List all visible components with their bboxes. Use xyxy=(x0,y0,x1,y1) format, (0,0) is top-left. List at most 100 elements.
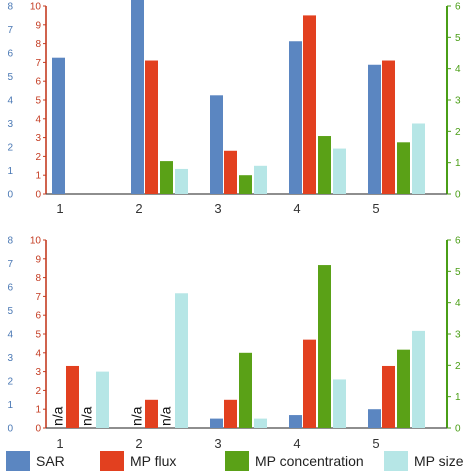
bar-mp-flux xyxy=(224,399,237,428)
sar-axis-tick-label: 4 xyxy=(7,330,13,341)
legend-swatch-mp-concentration xyxy=(225,451,249,471)
bar-mp-concentration xyxy=(160,161,173,194)
sar-axis-tick-label: 8 xyxy=(7,236,13,247)
sar-axis-tick-label: 2 xyxy=(7,143,13,154)
right-axis-tick-label: 1 xyxy=(455,392,461,403)
mp-flux-axis-tick-label: 9 xyxy=(35,254,41,265)
right-axis-tick-label: 3 xyxy=(455,330,461,341)
bar-mp-concentration xyxy=(397,349,410,428)
right-axis-tick-label: 6 xyxy=(455,236,461,247)
right-axis-tick-label: 4 xyxy=(455,64,461,75)
bar-mp-size xyxy=(412,123,425,194)
mp-flux-axis-tick-label: 3 xyxy=(35,133,41,144)
right-axis-tick-label: 0 xyxy=(455,424,461,435)
bar-mp-size xyxy=(333,148,346,194)
mp-flux-axis-tick-label: 2 xyxy=(35,152,41,163)
mp-flux-axis-tick-label: 3 xyxy=(35,367,41,378)
mp-flux-axis-tick-label: 10 xyxy=(30,236,42,247)
right-axis-tick-label: 1 xyxy=(455,158,461,169)
mp-flux-axis-tick-label: 9 xyxy=(35,20,41,31)
mp-flux-axis-tick-label: 4 xyxy=(35,114,41,125)
category-label: 3 xyxy=(214,436,221,451)
bar-mp-flux xyxy=(145,60,158,194)
legend-label-mp-size: MP size xyxy=(414,453,464,469)
mp-flux-axis-tick-label: 2 xyxy=(35,386,41,397)
bar-sar xyxy=(368,409,381,428)
sar-axis-tick-label: 1 xyxy=(7,400,13,411)
legend-label-mp-concentration: MP concentration xyxy=(255,453,364,469)
sar-axis-tick-label: 7 xyxy=(7,25,13,36)
sar-axis-tick-label: 4 xyxy=(7,96,13,107)
bar-mp-concentration xyxy=(318,136,331,194)
legend-swatch-mp-size xyxy=(384,451,408,471)
category-label: 5 xyxy=(372,201,379,216)
legend-item-mp-flux: MP flux xyxy=(100,451,176,471)
sar-axis-tick-label: 3 xyxy=(7,353,13,364)
category-label: 2 xyxy=(135,201,142,216)
bar-mp-flux xyxy=(382,60,395,194)
sar-axis-tick-label: 6 xyxy=(7,283,13,294)
bar-mp-flux xyxy=(303,15,316,195)
right-axis-tick-label: 3 xyxy=(455,96,461,107)
na-annotation: n/a xyxy=(129,406,145,426)
mp-flux-axis-tick-label: 10 xyxy=(30,2,42,13)
sar-axis-tick-label: 2 xyxy=(7,377,13,388)
bar-mp-concentration xyxy=(239,175,252,194)
bar-mp-flux xyxy=(303,339,316,428)
category-label: 3 xyxy=(214,201,221,216)
legend: SAR MP flux MP concentration MP size xyxy=(0,449,474,474)
legend-label-mp-flux: MP flux xyxy=(130,453,177,469)
mp-flux-axis-tick-label: 6 xyxy=(35,77,41,88)
na-annotation: n/a xyxy=(50,406,66,426)
sar-axis-tick-label: 5 xyxy=(7,306,13,317)
legend-swatch-sar xyxy=(6,451,30,471)
sar-axis-tick-label: 0 xyxy=(7,190,13,201)
bar-mp-concentration xyxy=(318,265,331,428)
mp-flux-axis-tick-label: 0 xyxy=(35,190,41,201)
mp-flux-axis-tick-label: 4 xyxy=(35,348,41,359)
bar-mp-size xyxy=(412,330,425,428)
category-label: 1 xyxy=(56,201,63,216)
legend-item-sar: SAR xyxy=(6,451,65,471)
bar-sar xyxy=(210,95,223,194)
bar-mp-concentration xyxy=(397,142,410,194)
na-annotation: n/a xyxy=(79,406,95,426)
mp-flux-axis-tick-label: 1 xyxy=(35,171,41,182)
bar-mp-flux xyxy=(145,399,158,428)
bar-mp-size xyxy=(175,293,188,428)
bar-sar xyxy=(131,0,144,195)
mp-flux-axis-tick-label: 1 xyxy=(35,405,41,416)
category-label: 2 xyxy=(135,436,142,451)
legend-item-mp-concentration: MP concentration xyxy=(225,451,364,471)
bar-mp-flux xyxy=(66,365,79,428)
mp-flux-axis-tick-label: 0 xyxy=(35,424,41,435)
category-label: 4 xyxy=(293,201,300,216)
mp-flux-axis-tick-label: 8 xyxy=(35,39,41,50)
sar-axis-tick-label: 7 xyxy=(7,259,13,270)
bar-mp-flux xyxy=(224,150,237,194)
right-axis-tick-label: 2 xyxy=(455,361,461,372)
mp-flux-axis-tick-label: 5 xyxy=(35,330,41,341)
na-annotation: n/a xyxy=(158,406,174,426)
bar-mp-size xyxy=(96,371,109,428)
legend-item-mp-size: MP size xyxy=(384,451,464,471)
mp-flux-axis-tick-label: 5 xyxy=(35,96,41,107)
bar-mp-size xyxy=(254,418,267,428)
right-axis-tick-label: 0 xyxy=(455,190,461,201)
legend-swatch-mp-flux xyxy=(100,451,124,471)
right-axis-tick-label: 6 xyxy=(455,2,461,13)
right-axis-tick-label: 4 xyxy=(455,298,461,309)
category-label: 1 xyxy=(56,436,63,451)
right-axis-tick-label: 5 xyxy=(455,33,461,44)
mp-flux-axis-tick-label: 8 xyxy=(35,273,41,284)
right-axis-tick-label: 2 xyxy=(455,127,461,138)
bar-sar xyxy=(368,64,381,194)
sar-axis-tick-label: 1 xyxy=(7,166,13,177)
sar-axis-tick-label: 8 xyxy=(7,2,13,13)
bar-mp-size xyxy=(254,165,267,194)
bar-sar xyxy=(210,418,223,428)
mp-flux-axis-tick-label: 6 xyxy=(35,311,41,322)
legend-label-sar: SAR xyxy=(36,453,65,469)
bar-sar xyxy=(289,41,302,194)
bar-mp-size xyxy=(333,379,346,428)
